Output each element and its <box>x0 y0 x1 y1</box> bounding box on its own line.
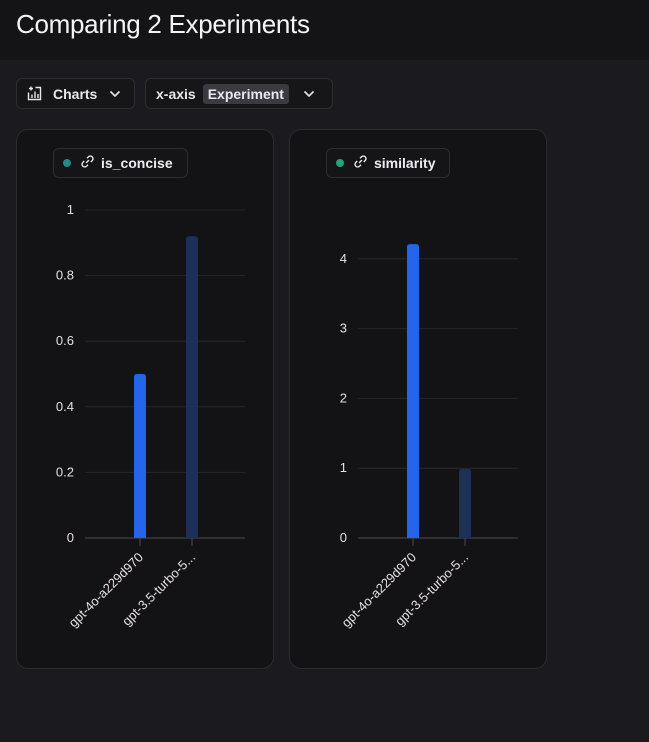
x-axis-value: Experiment <box>202 83 289 104</box>
link-icon <box>80 154 95 172</box>
bar <box>407 244 419 538</box>
y-tick-label: 0 <box>340 530 347 545</box>
legend-dot <box>336 159 344 167</box>
bar <box>186 236 198 538</box>
bar <box>134 374 146 538</box>
charts-dropdown[interactable]: Charts <box>16 78 135 109</box>
chart-is-concise: 00.20.40.60.81gpt-4o-a229d970gpt-3.5-tur… <box>56 202 245 630</box>
chart-similarity: 01234gpt-4o-a229d970gpt-3.5-turbo-5... <box>338 244 518 630</box>
x-axis-label: x-axis <box>156 85 196 102</box>
y-tick-label: 1 <box>340 460 347 475</box>
chart-legend[interactable]: is_concise <box>53 148 188 178</box>
chevron-down-icon <box>109 90 121 98</box>
link-icon <box>353 154 368 172</box>
y-tick-label: 4 <box>340 251 347 266</box>
y-tick-label: 3 <box>340 321 347 336</box>
chart-card-similarity: 0 1 2 3 4 gpt-4o-a229d970 gpt-3.5-turbo-5... s… <box>289 129 547 669</box>
y-tick-label: 1 <box>67 202 74 217</box>
legend-label: similarity <box>374 155 436 171</box>
y-tick-label: 0.8 <box>56 268 74 283</box>
y-tick-label: 0.2 <box>56 464 74 479</box>
chart-legend[interactable]: similarity <box>326 148 451 178</box>
x-axis-dropdown[interactable]: x-axis Experiment <box>145 78 333 109</box>
bar-chart-icon <box>26 85 43 102</box>
chart-card-is-concise: 0 0.2 0.4 0.6 0.8 1 gpt-4o-a229d970 gpt-3.5-tur… <box>16 129 274 669</box>
y-tick-label: 0 <box>67 530 74 545</box>
charts-label: Charts <box>53 85 98 102</box>
bar <box>459 468 471 538</box>
chevron-down-icon <box>303 90 315 98</box>
legend-label: is_concise <box>101 155 173 171</box>
y-tick-label: 0.6 <box>56 333 74 348</box>
page-title: Comparing 2 Experiments <box>16 9 310 39</box>
legend-dot <box>63 159 71 167</box>
page-header: Comparing 2 Experiments <box>0 0 649 60</box>
y-tick-label: 0.4 <box>56 399 74 414</box>
y-tick-label: 2 <box>340 390 347 405</box>
